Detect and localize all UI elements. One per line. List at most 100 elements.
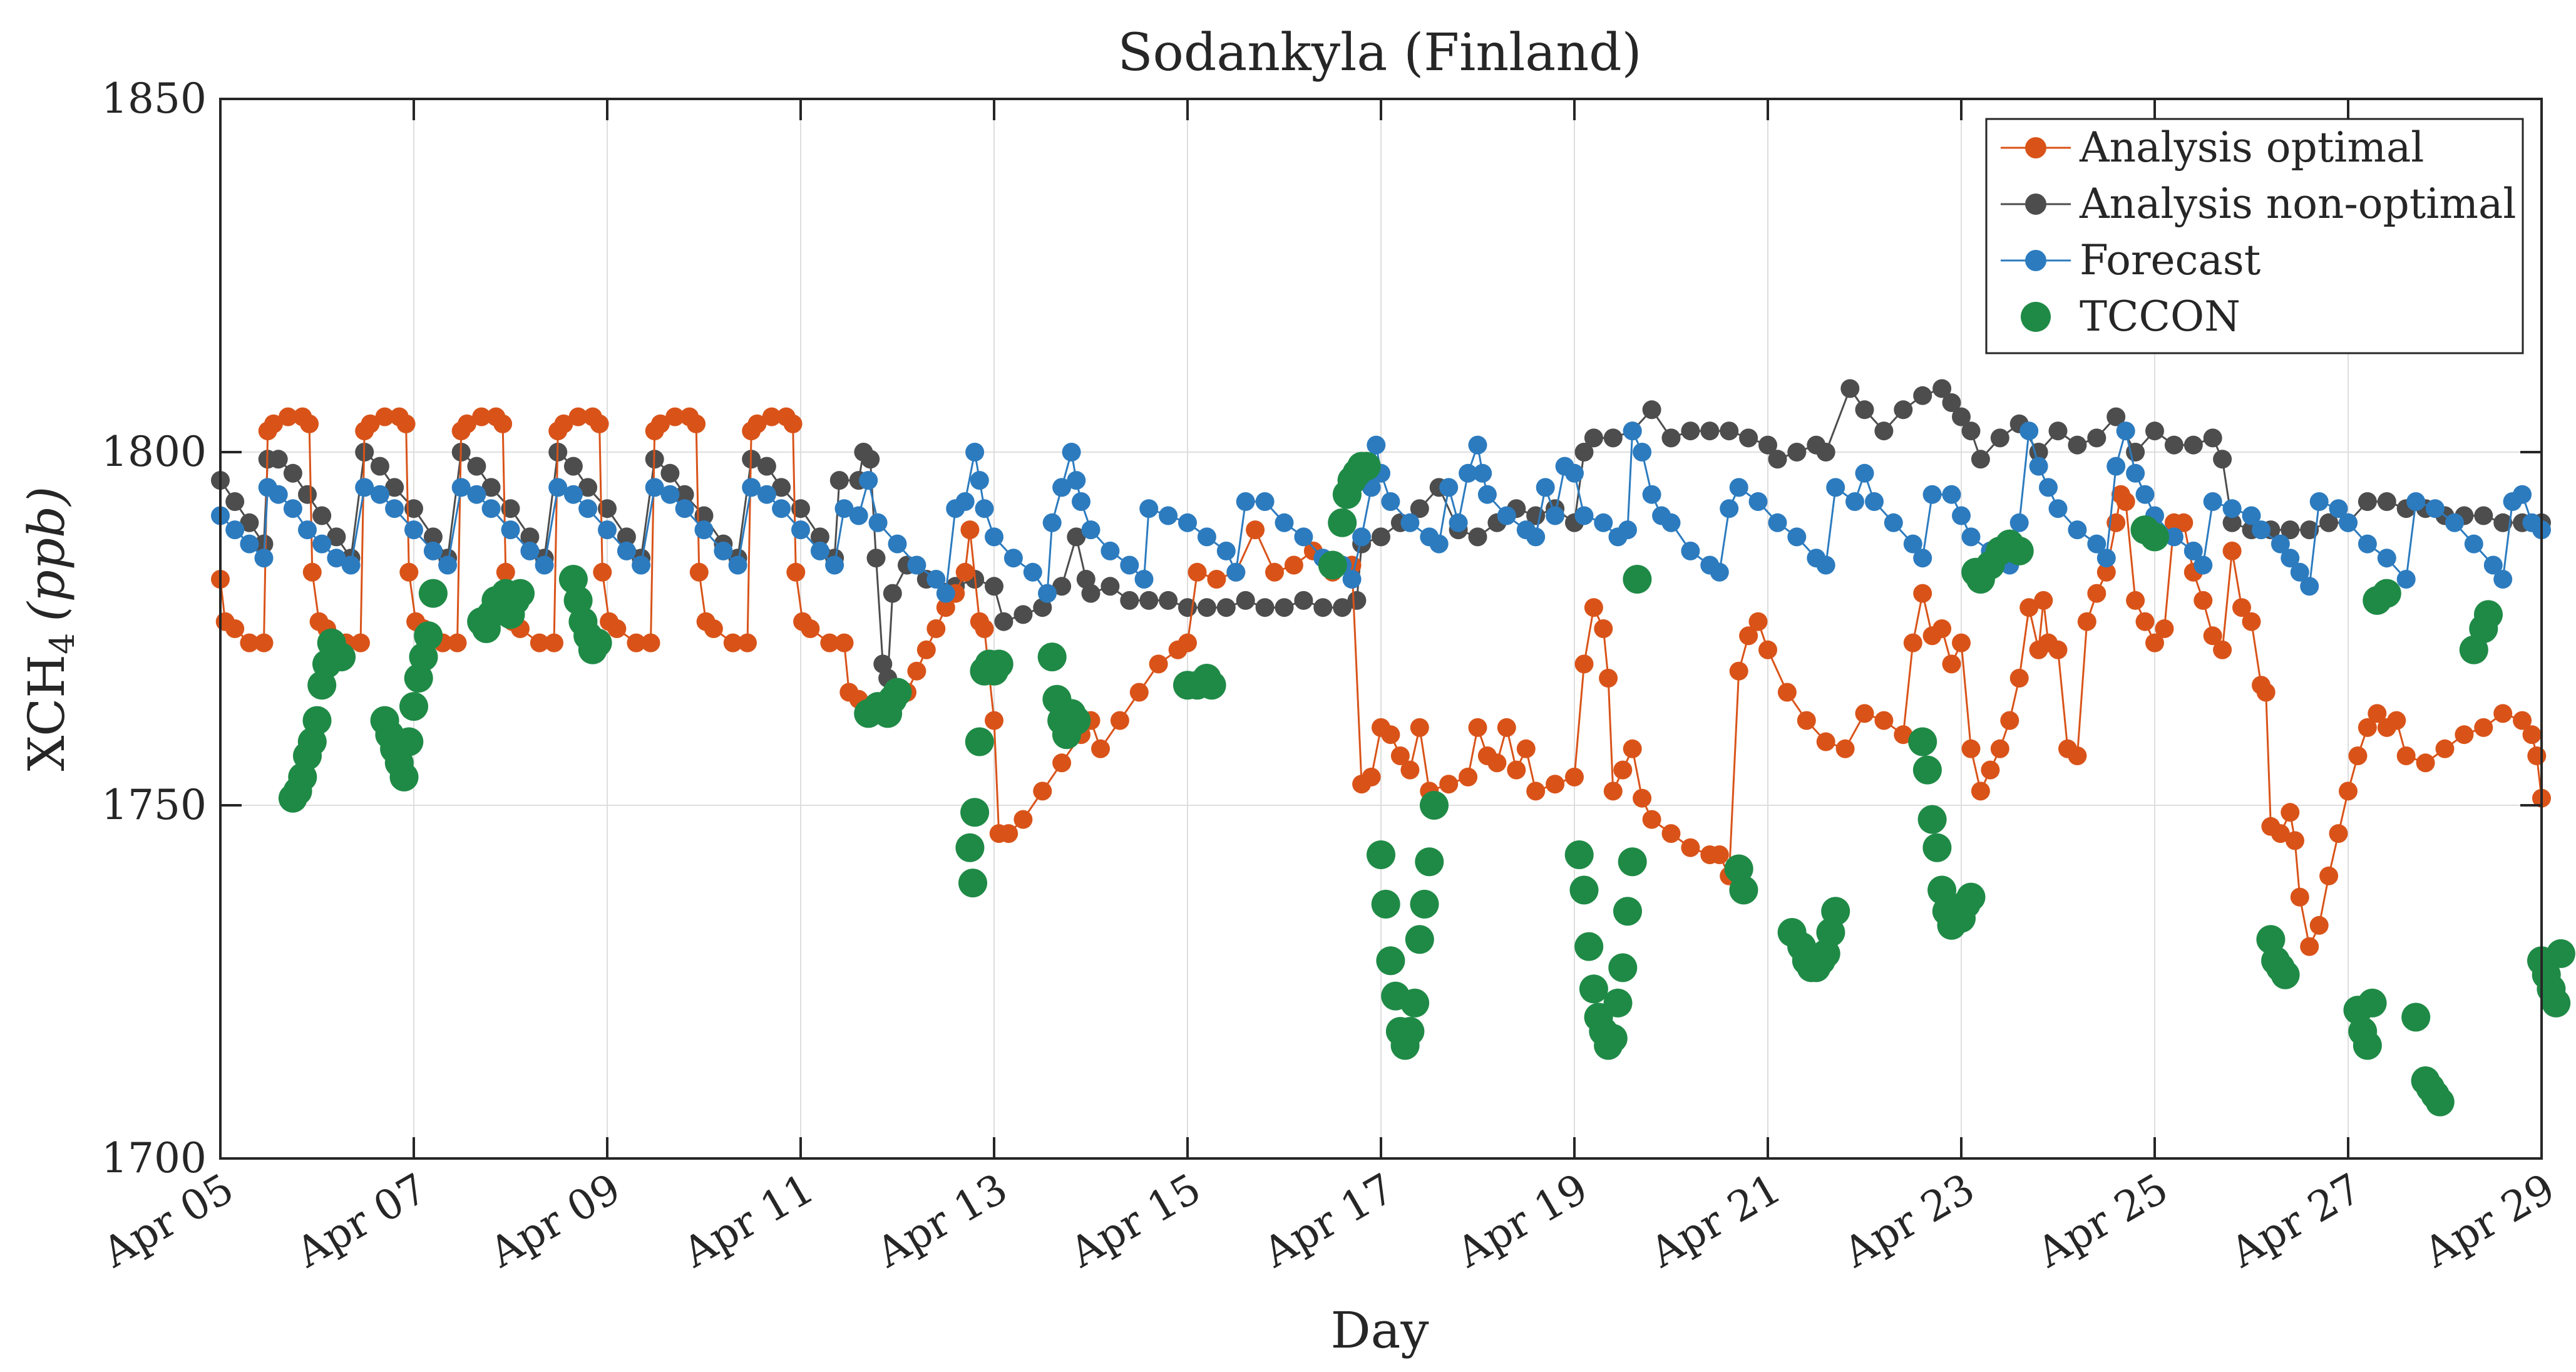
data-point [1381, 725, 1400, 745]
data-point [2348, 746, 2368, 765]
data-point [714, 541, 733, 560]
data-point [501, 520, 520, 540]
data-point [1884, 513, 1903, 532]
data-point [2068, 520, 2087, 540]
data-point [1942, 485, 1961, 504]
data-point [1720, 499, 1739, 518]
data-point [970, 471, 989, 490]
data-point [2401, 1003, 2431, 1032]
data-point [2464, 534, 2483, 554]
data-point [960, 798, 990, 827]
data-point [2300, 577, 2319, 596]
data-point [394, 727, 424, 756]
data-point [1661, 428, 1681, 448]
data-point [801, 619, 820, 638]
data-point [1865, 492, 1884, 511]
data-point [1908, 727, 1937, 756]
data-point [2135, 612, 2155, 631]
data-point [2309, 916, 2329, 935]
data-point [2174, 513, 2194, 532]
data-point [2009, 513, 2029, 532]
data-point [2300, 937, 2319, 956]
data-point [448, 633, 467, 652]
data-point [1618, 847, 1647, 877]
legend-box [1985, 118, 2524, 354]
data-point [2145, 421, 2164, 441]
data-point [1033, 598, 1052, 617]
data-point [936, 598, 955, 617]
data-point [958, 869, 987, 898]
data-point [1076, 570, 1096, 589]
data-point [1497, 506, 1516, 525]
data-point [467, 485, 486, 504]
data-point [660, 463, 680, 483]
data-point [1971, 781, 1990, 801]
data-point [1439, 478, 1459, 497]
data-point [1067, 527, 1086, 547]
data-point [2290, 887, 2309, 907]
data-point [2256, 683, 2276, 702]
data-point [747, 414, 767, 433]
data-point [791, 499, 810, 518]
data-point [1468, 527, 1487, 547]
data-point [1961, 527, 1981, 547]
data-point [888, 534, 907, 554]
data-point [399, 562, 419, 582]
data-point [1913, 584, 1932, 603]
data-point [1429, 534, 1449, 554]
data-point [1710, 845, 1729, 864]
data-point [2213, 640, 2232, 659]
data-point [2116, 421, 2135, 441]
data-point [1067, 471, 1086, 490]
data-point [2164, 527, 2183, 547]
data-point [617, 541, 636, 560]
data-point [1855, 463, 1874, 483]
data-point [1546, 506, 1565, 525]
data-point [1971, 450, 1990, 469]
data-point [1952, 407, 1971, 426]
data-point [1376, 946, 1405, 976]
data-point [820, 633, 839, 652]
data-point [2396, 746, 2416, 765]
data-point [1400, 988, 1430, 1018]
data-point [1623, 565, 1652, 594]
data-point [2522, 725, 2542, 745]
data-point [1613, 760, 1633, 780]
series-line [219, 386, 2542, 679]
data-point [1894, 725, 1913, 745]
data-point [1874, 421, 1894, 441]
data-point [1381, 492, 1400, 511]
data-point [1579, 974, 1608, 1004]
data-point [2358, 534, 2377, 554]
data-point [1700, 421, 1720, 441]
y-axis-label: XCH4 (ppb) [18, 487, 82, 771]
data-point [1603, 988, 1633, 1018]
data-point [370, 485, 389, 504]
data-point [2222, 499, 2242, 518]
data-point [1729, 875, 1758, 905]
data-point [1101, 541, 1120, 560]
data-point [2339, 513, 2358, 532]
data-point [1681, 421, 1700, 441]
data-point [1874, 711, 1894, 730]
y-axis-label-unit: (ppb) [18, 487, 76, 622]
data-point [1459, 463, 1478, 483]
data-point [1642, 810, 1661, 829]
data-point [834, 499, 854, 518]
svg-text:XCH4(ppb): XCH4 (ppb) [18, 487, 82, 771]
data-point [825, 555, 844, 575]
data-point [1912, 755, 1942, 785]
data-point [999, 824, 1019, 843]
x-axis-label: Day [1330, 1301, 1429, 1359]
data-point [1739, 626, 1758, 646]
data-point [783, 414, 803, 433]
data-point [936, 584, 955, 603]
data-point [545, 633, 563, 652]
data-point [2126, 591, 2145, 610]
data-point [2000, 711, 2019, 730]
data-point [240, 513, 259, 532]
data-point [404, 520, 423, 540]
data-point [355, 478, 374, 497]
data-point [1038, 584, 1057, 603]
